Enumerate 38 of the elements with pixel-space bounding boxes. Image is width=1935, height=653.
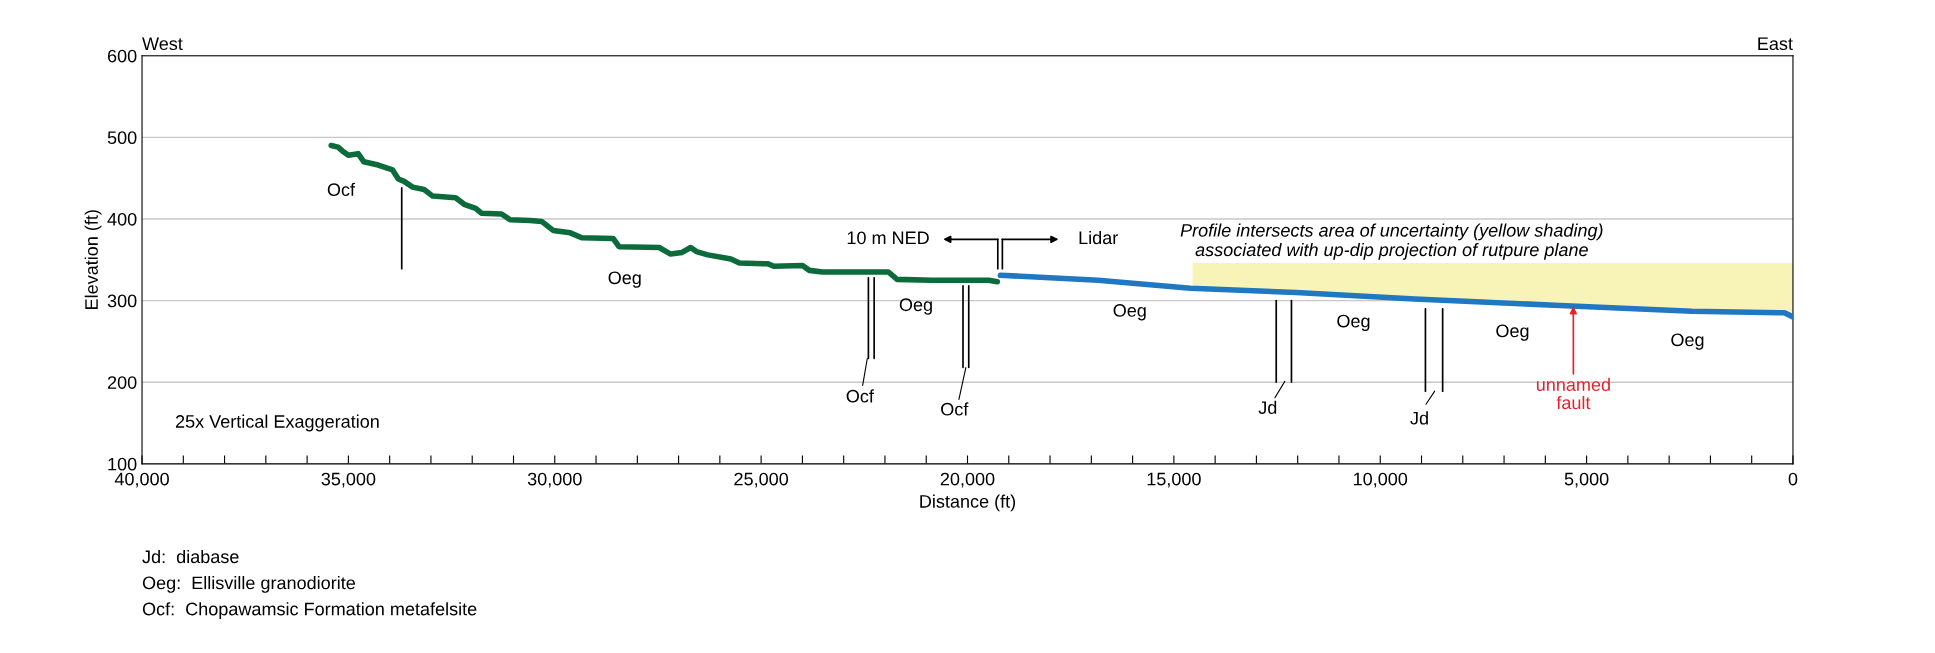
annotation: Oeg bbox=[1113, 304, 1146, 321]
annotation: Oeg bbox=[608, 271, 641, 288]
text: Oeg: Ellisville granodiorite bbox=[142, 576, 355, 593]
annotation: 10 m NED bbox=[847, 231, 929, 245]
y-tick-label: 600 bbox=[107, 49, 137, 63]
y-axis-title: Elevation (ft) bbox=[84, 210, 102, 309]
y-tick-label: 400 bbox=[107, 212, 137, 226]
annotation: unnamed fault bbox=[1536, 377, 1610, 410]
annotation: Oeg bbox=[899, 298, 932, 315]
annotation: 25x Vertical Exaggeration bbox=[175, 414, 379, 432]
y-tick-label: 100 bbox=[108, 457, 137, 471]
annotation: Jd bbox=[1258, 400, 1277, 414]
text: East bbox=[1758, 37, 1793, 51]
x-tick-label: 0 bbox=[1788, 472, 1798, 486]
x-tick-label: 30,000 bbox=[527, 472, 582, 488]
x-tick-label: 25,000 bbox=[734, 472, 789, 488]
x-tick-label: 10,000 bbox=[1354, 472, 1408, 488]
x-tick-label: 5,000 bbox=[1564, 472, 1609, 488]
annotation: Oeg bbox=[1671, 333, 1704, 350]
annotation: Oeg bbox=[1496, 324, 1529, 341]
annotation: Ocf bbox=[846, 389, 874, 403]
text: Ocf: Chopawamsic Formation metafelsite bbox=[142, 602, 477, 619]
x-tick-label: 40,000 bbox=[114, 472, 169, 488]
annotation: Jd bbox=[1410, 411, 1428, 425]
y-tick-label: 500 bbox=[107, 131, 137, 145]
text: West bbox=[142, 37, 183, 51]
text: Jd: diabase bbox=[142, 549, 239, 564]
annotation: Lidar bbox=[1079, 230, 1118, 245]
annotation: Ocf bbox=[941, 402, 969, 416]
y-tick-label: 200 bbox=[107, 376, 137, 389]
annotation: Oeg bbox=[1337, 314, 1370, 332]
y-tick-label: 300 bbox=[107, 294, 137, 308]
x-tick-label: 35,000 bbox=[321, 472, 376, 488]
annotation: Ocf bbox=[327, 182, 356, 197]
annotation: Profile intersects area of uncertainty (yellow shading) associated with up-dip projection of rutpure plane bbox=[1180, 223, 1603, 260]
x-tick-label: 15,000 bbox=[1147, 472, 1201, 488]
x-axis-title: Distance (ft) bbox=[920, 494, 1016, 512]
x-tick-label: 20,000 bbox=[940, 472, 995, 488]
